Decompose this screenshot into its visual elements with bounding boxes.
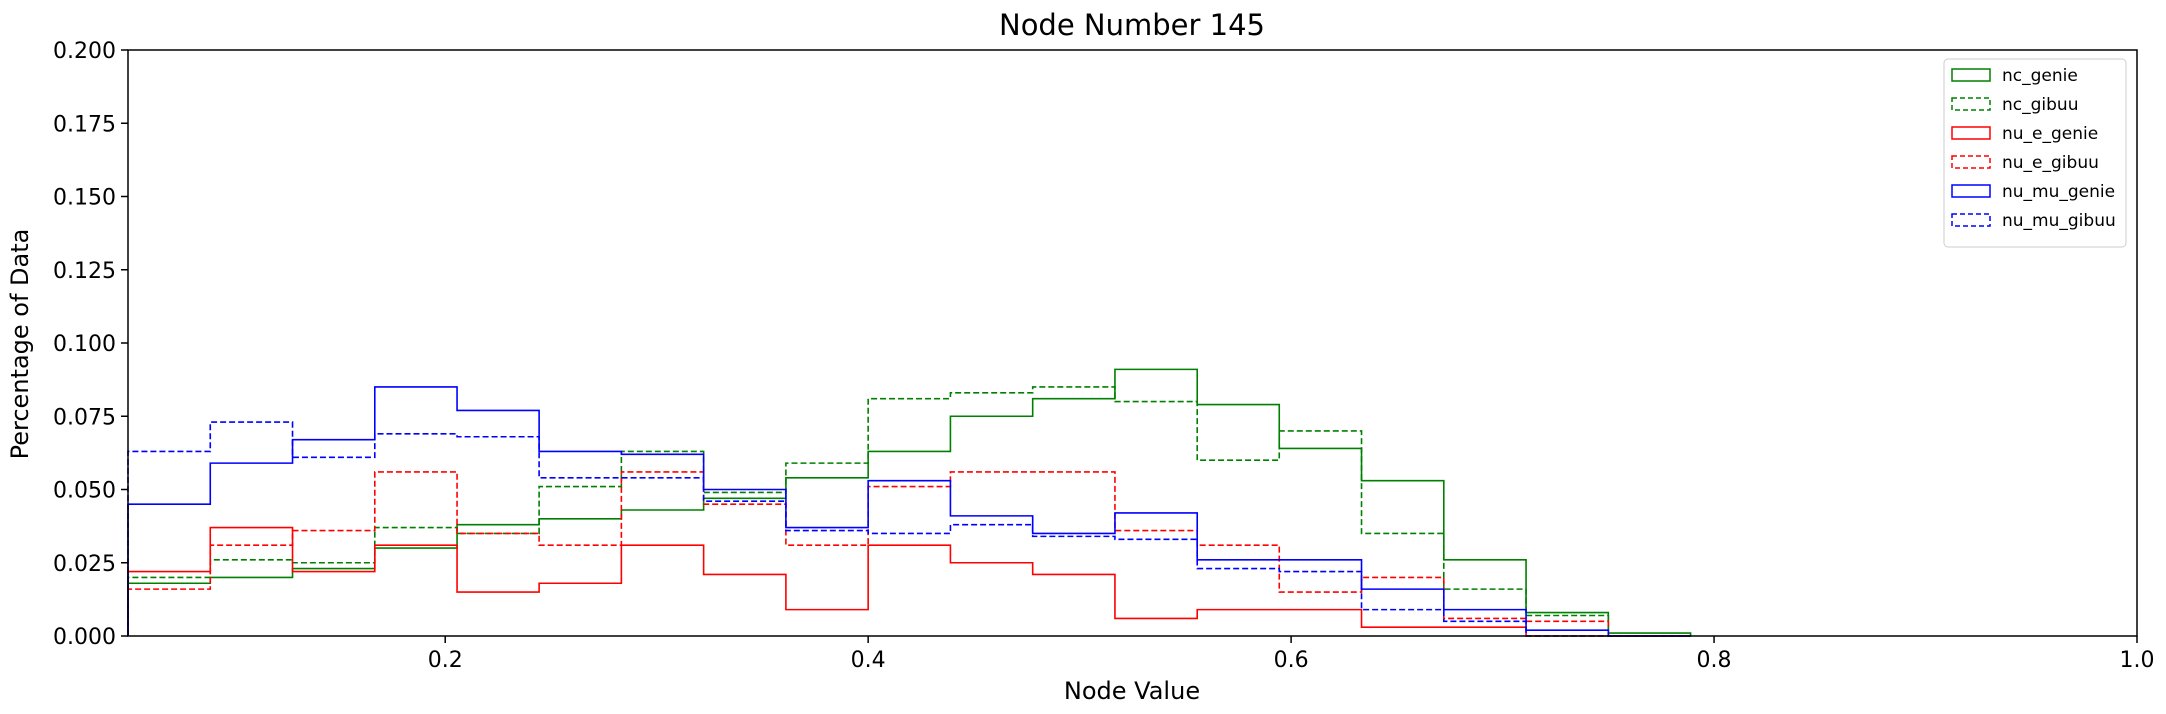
legend-swatch-nc-genie — [1951, 68, 1991, 82]
legend-label-nc-genie: nc_genie — [2002, 66, 2078, 86]
legend-label-nu-e-genie: nu_e_genie — [2002, 124, 2098, 144]
y-axis-label: Percentage of Data — [6, 229, 34, 460]
y-tick-label: 0.050 — [53, 479, 116, 504]
legend-label-nu-mu-gibuu: nu_mu_gibuu — [2002, 211, 2116, 231]
legend-label-nu-e-gibuu: nu_e_gibuu — [2002, 153, 2099, 173]
x-tick-label: 1.0 — [2120, 648, 2155, 673]
legend-swatch-nu-mu-genie — [1951, 184, 1991, 198]
legend-label-nc-gibuu: nc_gibuu — [2002, 95, 2078, 115]
legend-swatch-nu-e-gibuu — [1951, 155, 1991, 169]
x-tick-label: 0.2 — [428, 648, 463, 673]
y-tick-label: 0.000 — [53, 625, 116, 650]
series-nu-e-genie — [127, 526, 1691, 637]
x-tick-label: 0.6 — [1274, 648, 1309, 673]
legend-swatch-nu-e-genie — [1951, 126, 1991, 140]
y-tick-label: 0.100 — [53, 332, 116, 357]
y-tick-label: 0.075 — [53, 405, 116, 430]
chart-title: Node Number 145 — [999, 8, 1265, 42]
series-nu-mu-genie — [127, 386, 1691, 637]
y-tick-label: 0.200 — [53, 39, 116, 64]
legend: nc_genie nc_gibuu nu_e_genie nu_e_gibuu nu_m… — [1943, 58, 2127, 248]
x-axis-label: Node Value — [1064, 677, 1200, 705]
series-nu-mu-gibuu — [127, 421, 1691, 637]
series-layer — [127, 368, 1692, 637]
y-tick-label: 0.150 — [53, 186, 116, 211]
y-tick-label: 0.125 — [53, 259, 116, 284]
y-tick-label: 0.175 — [53, 112, 116, 137]
y-tick-label: 0.025 — [53, 552, 116, 577]
axes-layer: 0.2 0.4 0.6 0.8 1.0 0.000 0.025 0.050 0.075 0.100… — [53, 39, 2154, 673]
legend-label-nu-mu-genie: nu_mu_genie — [2002, 182, 2115, 202]
legend-frame — [1943, 58, 2127, 248]
legend-swatch-nc-gibuu — [1951, 97, 1991, 111]
legend-swatch-nu-mu-gibuu — [1951, 213, 1991, 227]
x-tick-label: 0.4 — [851, 648, 886, 673]
legend-items: nc_genie nc_gibuu nu_e_genie nu_e_gibuu nu_m… — [1951, 66, 2116, 231]
x-tick-label: 0.8 — [1697, 648, 1732, 673]
